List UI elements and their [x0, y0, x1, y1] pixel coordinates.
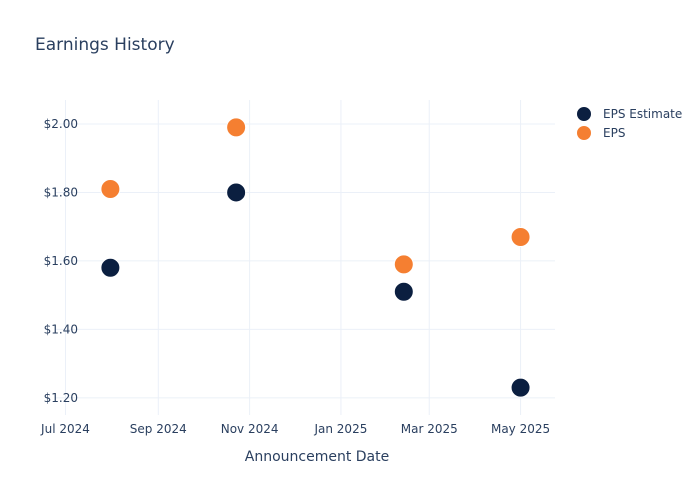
chart-title: Earnings History: [35, 35, 175, 55]
y-tick-label: $1.40: [44, 322, 78, 336]
x-tick-label: May 2025: [491, 422, 550, 436]
x-tick-label: Nov 2024: [221, 422, 279, 436]
eps-estimate-point[interactable]: [226, 182, 247, 203]
x-tick-label: Sep 2024: [130, 422, 187, 436]
eps-point[interactable]: [100, 179, 121, 200]
y-tick-label: $1.60: [44, 254, 78, 268]
legend-marker: [576, 125, 592, 141]
x-tick-label: Jul 2024: [40, 422, 90, 436]
x-axis-title: Announcement Date: [245, 449, 389, 465]
legend[interactable]: EPS Estimate EPS: [576, 106, 683, 141]
legend-item[interactable]: EPS: [576, 125, 626, 141]
x-tick-label: Jan 2025: [313, 422, 367, 436]
y-tick-label: $1.20: [44, 391, 78, 405]
legend-marker: [576, 106, 592, 122]
eps-estimate-point[interactable]: [393, 281, 414, 302]
legend-item[interactable]: EPS Estimate: [576, 106, 683, 122]
eps-point[interactable]: [226, 117, 247, 138]
x-axis-ticks: Jul 2024 Sep 2024 Nov 2024 Jan 2025 Mar 2025…: [40, 422, 550, 436]
grid-layer: [55, 100, 555, 415]
eps-point[interactable]: [393, 254, 414, 275]
points-layer: [100, 117, 531, 398]
legend-label: EPS: [603, 126, 625, 140]
legend-label: EPS Estimate: [603, 107, 682, 121]
eps-point[interactable]: [510, 226, 531, 247]
y-tick-label: $2.00: [44, 117, 78, 131]
eps-estimate-point[interactable]: [100, 257, 121, 278]
x-tick-label: Mar 2025: [401, 422, 458, 436]
y-axis-ticks: $1.20 $1.40 $1.60 $1.80 $2.00: [44, 117, 78, 405]
eps-estimate-point[interactable]: [510, 377, 531, 398]
y-tick-label: $1.80: [44, 185, 78, 199]
